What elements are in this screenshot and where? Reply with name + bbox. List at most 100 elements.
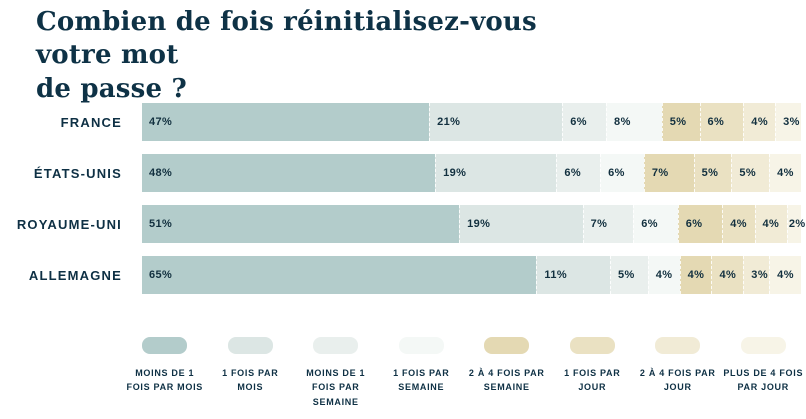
segment-value: 4% bbox=[687, 269, 705, 281]
legend-label: 1 FOIS PAR MOIS bbox=[222, 368, 279, 393]
bar-segment: 6% bbox=[562, 103, 607, 141]
segment-value: 4% bbox=[730, 218, 747, 230]
legend-item: MOINS DE 1 FOIS PAR SEMAINE bbox=[293, 337, 379, 409]
segment-value: 5% bbox=[701, 167, 719, 179]
stacked-bar: 51% 19% 7% 6% 6% 4% 4% 2% bbox=[142, 205, 805, 243]
bar-segment: 65% bbox=[142, 256, 537, 294]
segment-value: 6% bbox=[707, 116, 725, 128]
stacked-bar: 65% 11% 5% 4% 4% 4% 3% 4% bbox=[142, 256, 802, 294]
legend-swatch bbox=[484, 337, 530, 354]
legend-item: 2 À 4 FOIS PAR JOUR bbox=[635, 337, 721, 409]
segment-value: 5% bbox=[669, 116, 687, 128]
legend-item: 2 À 4 FOIS PAR SEMAINE bbox=[464, 337, 550, 409]
bar-segment: 7% bbox=[643, 154, 694, 192]
legend-label: PLUS DE 4 FOIS PAR JOUR bbox=[723, 368, 804, 393]
segment-value: 4% bbox=[751, 116, 768, 128]
legend-swatch bbox=[398, 337, 444, 354]
segment-value: 19% bbox=[443, 167, 467, 179]
segment-value: 4% bbox=[719, 269, 737, 281]
legend-label: MOINS DE 1 FOIS PAR SEMAINE bbox=[306, 368, 366, 407]
bar-segment: 5% bbox=[609, 256, 648, 294]
country-label: ROYAUME-UNI bbox=[16, 216, 122, 232]
segment-value: 4% bbox=[777, 167, 794, 179]
legend-swatch bbox=[142, 337, 188, 354]
segment-value: 3% bbox=[751, 269, 768, 281]
segment-value: 4% bbox=[762, 218, 780, 230]
bar-segment: 2% bbox=[786, 205, 805, 243]
bar-segment: 19% bbox=[459, 205, 583, 243]
legend-item: PLUS DE 4 FOIS PAR JOUR bbox=[721, 337, 806, 409]
bar-segment: 4% bbox=[754, 205, 787, 243]
bar-segment: 3% bbox=[743, 256, 770, 294]
bar-segment: 4% bbox=[769, 256, 802, 294]
country-label: ÉTATS-UNIS bbox=[33, 165, 122, 181]
legend-label: 2 À 4 FOIS PAR SEMAINE bbox=[468, 368, 545, 393]
segment-value: 47% bbox=[149, 116, 173, 128]
bar-segment: 5% bbox=[731, 154, 770, 192]
segment-value: 5% bbox=[617, 269, 635, 281]
segment-value: 21% bbox=[437, 116, 461, 128]
stacked-bar: 48% 19% 6% 6% 7% 5% 5% 4% bbox=[142, 154, 801, 192]
segment-value: 65% bbox=[149, 269, 173, 281]
bar-segment: 8% bbox=[606, 103, 662, 141]
segment-value: 6% bbox=[685, 218, 703, 230]
segment-value: 5% bbox=[739, 167, 757, 179]
bar-segment: 6% bbox=[633, 205, 678, 243]
segment-value: 6% bbox=[608, 167, 625, 179]
bar-segment: 6% bbox=[699, 103, 744, 141]
chart-title: Combien de fois réinitialisez-vous votre… bbox=[36, 6, 576, 106]
segment-value: 6% bbox=[564, 167, 582, 179]
bar-row: FRANCE 47% 21% 6% 8% 5% 6% 4% 3% bbox=[0, 103, 802, 141]
bar-segment: 3% bbox=[775, 103, 802, 141]
segment-value: 48% bbox=[149, 167, 173, 179]
legend-label: 1 FOIS PAR SEMAINE bbox=[393, 368, 450, 393]
chart-title-line2: de passe ? bbox=[36, 73, 187, 104]
stacked-bar: 47% 21% 6% 8% 5% 6% 4% 3% bbox=[142, 103, 802, 141]
bar-segment: 5% bbox=[693, 154, 732, 192]
bar-row: ÉTATS-UNIS 48% 19% 6% 6% 7% 5% 5% 4% bbox=[0, 154, 801, 192]
bar-segment: 4% bbox=[722, 205, 755, 243]
bar-segment: 4% bbox=[679, 256, 712, 294]
bar-segment: 11% bbox=[536, 256, 610, 294]
bar-segment: 4% bbox=[769, 154, 801, 192]
legend-item: MOINS DE 1 FOIS PAR MOIS bbox=[122, 337, 208, 409]
bar-segment: 6% bbox=[677, 205, 723, 243]
bar-row: ROYAUME-UNI 51% 19% 7% 6% 6% 4% 4% 2% bbox=[0, 205, 805, 243]
legend-swatch bbox=[655, 337, 701, 354]
legend-label: MOINS DE 1 FOIS PAR MOIS bbox=[126, 368, 203, 393]
segment-value: 3% bbox=[783, 116, 800, 128]
bar-segment: 6% bbox=[600, 154, 644, 192]
segment-value: 7% bbox=[651, 167, 669, 179]
bar-segment: 47% bbox=[142, 103, 430, 141]
country-label: ALLEMAGNE bbox=[28, 267, 122, 283]
bar-rows: FRANCE 47% 21% 6% 8% 5% 6% 4% 3% ÉTATS-UNIS 48% 19%… bbox=[0, 103, 805, 307]
segment-value: 6% bbox=[570, 116, 587, 128]
segment-value: 19% bbox=[467, 218, 491, 230]
legend-item: 1 FOIS PAR JOUR bbox=[550, 337, 636, 409]
segment-value: 51% bbox=[149, 218, 173, 230]
legend-item: 1 FOIS PAR MOIS bbox=[208, 337, 294, 409]
bar-segment: 51% bbox=[142, 205, 460, 243]
segment-value: 8% bbox=[614, 116, 631, 128]
legend-label: 2 À 4 FOIS PAR JOUR bbox=[639, 368, 716, 393]
legend-swatch bbox=[740, 337, 786, 354]
segment-value: 6% bbox=[641, 218, 658, 230]
segment-value: 4% bbox=[655, 269, 673, 281]
bar-segment: 5% bbox=[661, 103, 700, 141]
bar-segment: 4% bbox=[743, 103, 776, 141]
country-label: FRANCE bbox=[60, 114, 122, 130]
segment-value: 7% bbox=[590, 218, 608, 230]
legend-swatch bbox=[227, 337, 273, 354]
legend-swatch bbox=[313, 337, 359, 354]
legend-swatch bbox=[569, 337, 615, 354]
bar-segment: 7% bbox=[582, 205, 634, 243]
bar-segment: 19% bbox=[435, 154, 557, 192]
legend-label: 1 FOIS PAR JOUR bbox=[564, 368, 621, 393]
legend-item: 1 FOIS PAR SEMAINE bbox=[379, 337, 465, 409]
bar-row: ALLEMAGNE 65% 11% 5% 4% 4% 4% 3% 4% bbox=[0, 256, 802, 294]
bar-segment: 48% bbox=[142, 154, 436, 192]
bar-segment: 4% bbox=[647, 256, 680, 294]
segment-value: 11% bbox=[544, 269, 568, 281]
chart-title-line1: Combien de fois réinitialisez-vous votre… bbox=[36, 7, 537, 71]
